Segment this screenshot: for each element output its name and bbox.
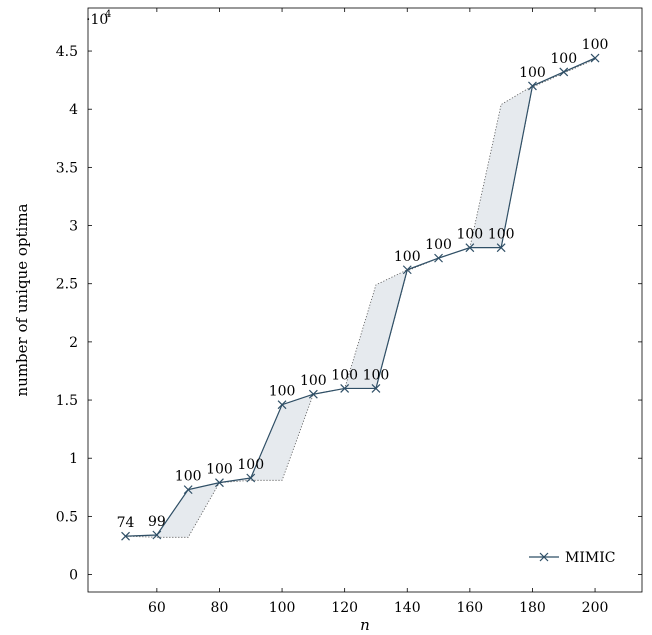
data-point	[559, 67, 569, 77]
data-point	[215, 478, 224, 488]
x-tick-label: 200	[582, 600, 609, 616]
y-tick-label: 3	[69, 219, 78, 235]
legend-label-mimic: MIMIC	[565, 550, 615, 566]
data-point	[496, 243, 506, 253]
data-label: 100	[425, 237, 452, 253]
data-point	[121, 531, 130, 541]
data-label: 100	[488, 227, 515, 243]
band-lower-edge	[125, 58, 596, 538]
y-tick-label: 3.5	[56, 160, 78, 176]
data-label: 74	[117, 515, 135, 531]
data-point	[152, 530, 162, 540]
x-tick-label: 160	[456, 600, 483, 616]
legend: MIMIC	[524, 542, 630, 570]
data-label: 100	[237, 457, 264, 473]
x-axis-ticks: 60 80 100 120 140 160 180 200	[148, 8, 608, 616]
data-label: 100	[300, 373, 327, 389]
x-tick-label: 140	[394, 600, 421, 616]
y-tick-label: 0.5	[56, 509, 78, 525]
y-scale-label: ·10	[86, 12, 108, 28]
data-point	[308, 389, 318, 399]
data-label: 100	[456, 227, 483, 243]
data-point	[183, 485, 193, 495]
data-point	[528, 81, 537, 91]
data-point	[340, 383, 350, 393]
data-point	[371, 383, 381, 393]
y-tick-label: 2	[69, 335, 78, 351]
y-axis-label: number of unique optima	[13, 203, 31, 396]
y-scale-exponent: 4	[105, 9, 111, 20]
x-axis-label: n	[360, 616, 370, 634]
data-point	[246, 473, 256, 483]
x-tick-label: 80	[211, 600, 229, 616]
data-point	[465, 243, 475, 253]
data-point	[590, 53, 600, 63]
data-point	[277, 400, 287, 410]
y-axis-ticks: 0 0.5 1 1.5 2 2.5 3 3.5 4 4.5	[56, 44, 642, 584]
data-point	[402, 265, 412, 275]
x-tick-label: 60	[148, 600, 166, 616]
y-tick-label: 4	[69, 102, 78, 118]
axes: 60 80 100 120 140 160 180 200 0 0.5 1 1.5 2 2.5 3 3.5 4…	[56, 7, 643, 616]
y-tick-label: 0	[69, 568, 78, 584]
plot-frame	[87, 7, 643, 593]
y-tick-label: 1.5	[56, 393, 78, 409]
data-label: 100	[269, 384, 296, 400]
data-label: 100	[175, 469, 202, 485]
y-tick-label: 2.5	[56, 277, 78, 293]
y-tick-label: 4.5	[56, 44, 78, 60]
data-label: 100	[394, 249, 421, 265]
band-upper-edge	[125, 57, 596, 537]
y-tick-label: 1	[69, 451, 78, 467]
data-label: 100	[550, 51, 577, 67]
data-label: 100	[582, 37, 609, 53]
x-tick-label: 100	[269, 600, 296, 616]
x-tick-label: 180	[519, 600, 546, 616]
data-label: 100	[206, 462, 233, 478]
legend-marker-x-icon	[539, 552, 549, 562]
data-point	[434, 253, 443, 263]
series-line-mimic	[125, 57, 596, 537]
legend-box	[524, 542, 630, 570]
data-label: 100	[519, 65, 546, 81]
variance-band	[125, 57, 596, 538]
x-tick-label: 120	[331, 600, 358, 616]
band-area	[125, 58, 596, 538]
data-label: 100	[363, 367, 390, 383]
data-label: 100	[331, 367, 358, 383]
data-label: 99	[148, 514, 166, 530]
series-mimic	[121, 53, 600, 541]
